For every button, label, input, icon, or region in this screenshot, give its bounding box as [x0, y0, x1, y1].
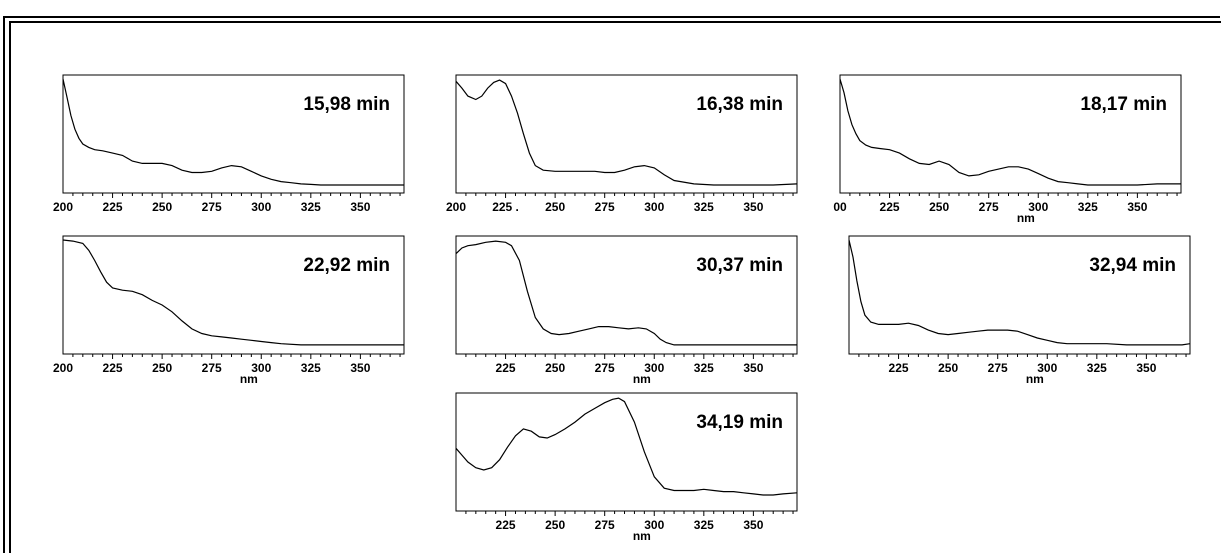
x-tick-label: 250 [152, 200, 172, 214]
x-tick-label: 325 [301, 361, 321, 375]
x-tick-label: 250 [152, 361, 172, 375]
x-tick-label: 225 [496, 518, 516, 532]
plot-frame [62, 74, 405, 194]
x-tick-label: 325 [1078, 200, 1098, 214]
x-tick-label: 300 [251, 361, 271, 375]
spectrum-line [62, 78, 404, 186]
x-tick-label: 225 [496, 361, 516, 375]
x-tick-label: 325 [694, 361, 714, 375]
spectrum-panel-4: 200 225 250 275 300 325 350 nm 22,92 min [53, 235, 405, 386]
x-tick-label: 350 [350, 361, 370, 375]
x-axis-title: nm [1026, 372, 1044, 386]
panel-title: 34,19 min [696, 412, 783, 433]
x-tick-label: 200 [53, 361, 73, 375]
x-tick-label: 350 [743, 518, 763, 532]
x-tick-label: 275 [595, 200, 615, 214]
spectrum-line [848, 239, 1191, 346]
x-tick-label: 350 [1127, 200, 1147, 214]
x-axis-title: nm [240, 372, 258, 386]
panel-title: 32,94 min [1089, 255, 1176, 276]
x-tick-label: 250 [929, 200, 949, 214]
x-tick-label: 300 [251, 200, 271, 214]
x-tick-label: 350 [1136, 361, 1156, 375]
x-axis-title: nm [633, 529, 651, 543]
x-tick-label: 250 [938, 361, 958, 375]
x-tick-label: 350 [350, 200, 370, 214]
spectrum-panel-7: 225 250 275 300 325 350 nm 34,19 min [455, 392, 798, 543]
inner-frame [9, 21, 1221, 553]
panel-title: 18,17 min [1080, 94, 1167, 115]
spectrum-line [62, 239, 404, 346]
x-tick-label: 225 . [492, 200, 519, 214]
x-tick-label: 200 [446, 200, 466, 214]
spectrum-line [839, 78, 1181, 186]
x-tick-label: 250 [545, 200, 565, 214]
spectrum-panel-3: 00 225 250 275 300 325 350 nm 18,17 min [833, 74, 1182, 225]
x-tick-label: 200 [53, 200, 73, 214]
x-tick-label: 275 [202, 361, 222, 375]
plot-frame [455, 235, 798, 355]
x-tick-label: 275 [988, 361, 1008, 375]
plot-frame [455, 74, 798, 194]
x-tick-label: 300 [644, 200, 664, 214]
x-tick-label: 350 [743, 361, 763, 375]
spectrum-panel-6: 225 250 275 300 325 350 nm 32,94 min [848, 235, 1191, 386]
panel-title: 16,38 min [696, 94, 783, 115]
x-tick-label: 225 [103, 200, 123, 214]
spectrum-line [455, 397, 798, 496]
x-tick-label: 275 [202, 200, 222, 214]
x-tick-label: 325 [301, 200, 321, 214]
panel-title: 22,92 min [303, 255, 390, 276]
x-tick-label: 225 [103, 361, 123, 375]
x-tick-label: 225 [889, 361, 909, 375]
plot-frame [455, 392, 798, 512]
plot-frame [839, 74, 1182, 194]
x-tick-label: 300 [644, 518, 664, 532]
x-tick-label: 350 [743, 200, 763, 214]
x-tick-label: 275 [595, 518, 615, 532]
outer-frame [3, 16, 1220, 553]
x-tick-label: 325 [694, 200, 714, 214]
x-tick-label: 300 [644, 361, 664, 375]
x-tick-label: 250 [545, 518, 565, 532]
plot-frame [62, 235, 405, 355]
x-tick-label: 275 [979, 200, 999, 214]
x-tick-label: 325 [1087, 361, 1107, 375]
spectrum-line [455, 240, 797, 346]
panel-title: 30,37 min [696, 255, 783, 276]
x-tick-label: 325 [694, 518, 714, 532]
spectrum-panel-2: 200 225 . 250 275 300 325 350 16,38 min [446, 74, 798, 214]
spectrum-panel-1: 200 225 250 275 300 325 350 15,98 min [53, 74, 405, 214]
x-tick-label: 300 [1037, 361, 1057, 375]
x-axis-title: nm [1017, 211, 1035, 225]
x-tick-label: 300 [1028, 200, 1048, 214]
plot-frame [848, 235, 1191, 355]
panel-title: 15,98 min [303, 94, 390, 115]
spectrum-panel-5: 225 250 275 300 325 350 nm 30,37 min [455, 235, 798, 386]
x-tick-label: 275 [595, 361, 615, 375]
x-tick-label: 00 [833, 200, 847, 214]
x-tick-label: 225 [880, 200, 900, 214]
x-axis-title: nm [633, 372, 651, 386]
x-tick-label: 250 [545, 361, 565, 375]
spectrum-line [455, 79, 798, 186]
